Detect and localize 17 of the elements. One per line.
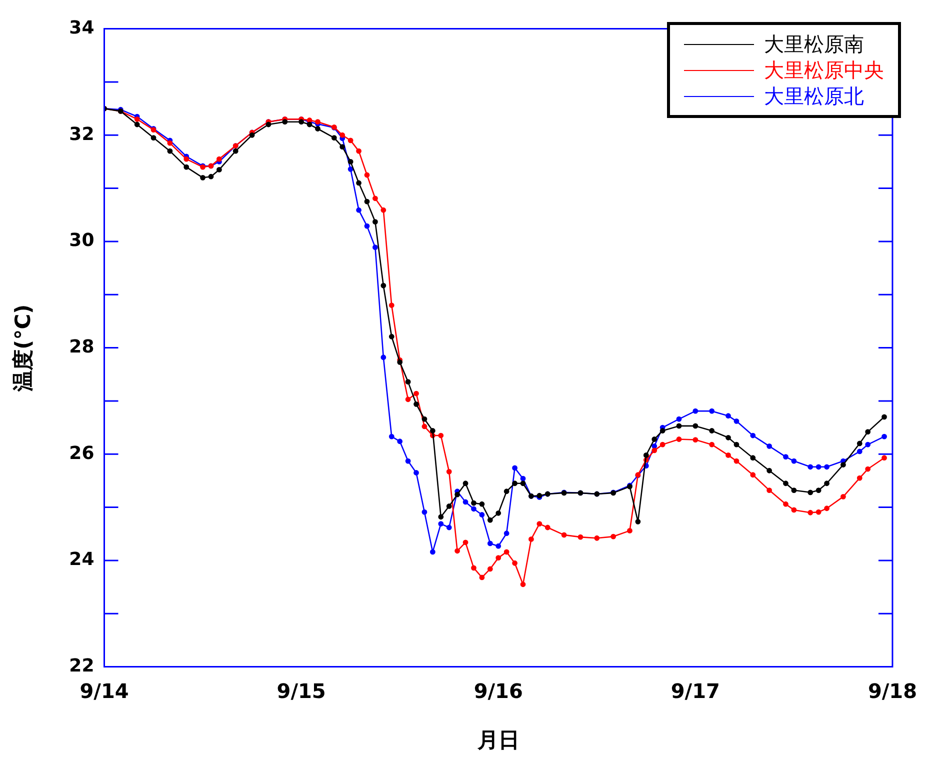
y-tick-label: 32 — [69, 124, 94, 145]
y-tick-label: 28 — [69, 336, 94, 358]
x-tick-label: 9/18 — [868, 679, 918, 704]
x-tick-label: 9/16 — [474, 679, 523, 704]
x-tick-label: 9/14 — [80, 679, 129, 704]
legend-label: 大里松原北 — [764, 83, 864, 109]
y-tick-label: 22 — [69, 655, 94, 676]
x-tick-label: 9/15 — [276, 679, 326, 704]
y-tick-label: 24 — [69, 549, 94, 570]
x-tick-label: 9/17 — [670, 679, 720, 704]
y-axis-title: 温度(°C) — [11, 304, 36, 392]
legend-label: 大里松原南 — [764, 31, 864, 57]
legend-label: 大里松原中央 — [764, 57, 884, 83]
y-tick-label: 34 — [69, 17, 94, 38]
x-axis-title: 月日 — [476, 728, 520, 752]
y-tick-label: 26 — [69, 442, 94, 464]
y-tick-label: 30 — [69, 230, 94, 252]
